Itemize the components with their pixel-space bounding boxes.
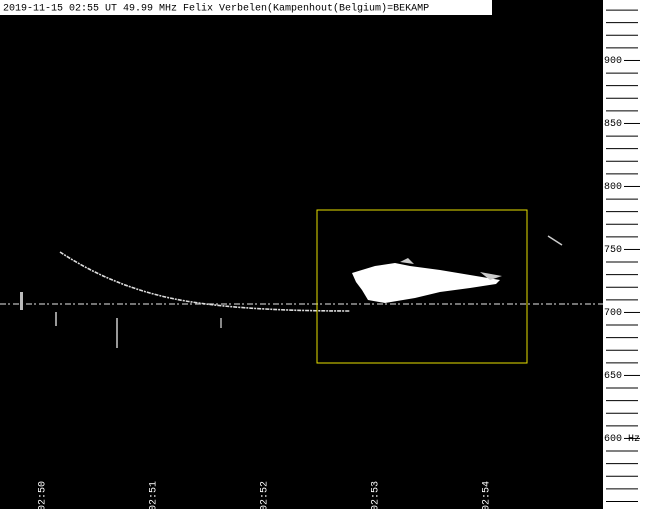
speck (20, 292, 23, 310)
chart-title: 2019-11-15 02:55 UT 49.99 MHz Felix Verb… (3, 3, 429, 15)
y-tick-label: 650 (604, 371, 622, 382)
speck (547, 235, 563, 246)
speck (55, 312, 57, 326)
meteor-echo (352, 263, 500, 303)
highlight-box (316, 209, 528, 364)
y-tick-label: 700 (604, 308, 622, 319)
plot-area (0, 0, 603, 509)
x-tick-label: 02:51 (149, 481, 160, 509)
y-tick-label: 750 (604, 245, 622, 256)
speck (220, 318, 222, 328)
y-tick-label: 900 (604, 56, 622, 67)
y-tick-label: 800 (604, 182, 622, 193)
y-tick-label: 600 Hz (604, 434, 640, 445)
meteor-trail (59, 251, 351, 312)
speck (116, 318, 118, 348)
title-background (0, 0, 492, 15)
x-tick-label: 02:52 (260, 481, 271, 509)
x-tick-label: 02:50 (38, 481, 49, 509)
y-tick-label: 850 (604, 119, 622, 130)
signal-features (0, 209, 603, 364)
x-tick-label: 02:54 (482, 481, 493, 509)
x-tick-label: 02:53 (371, 481, 382, 509)
meteor-echo-edge (400, 258, 502, 280)
